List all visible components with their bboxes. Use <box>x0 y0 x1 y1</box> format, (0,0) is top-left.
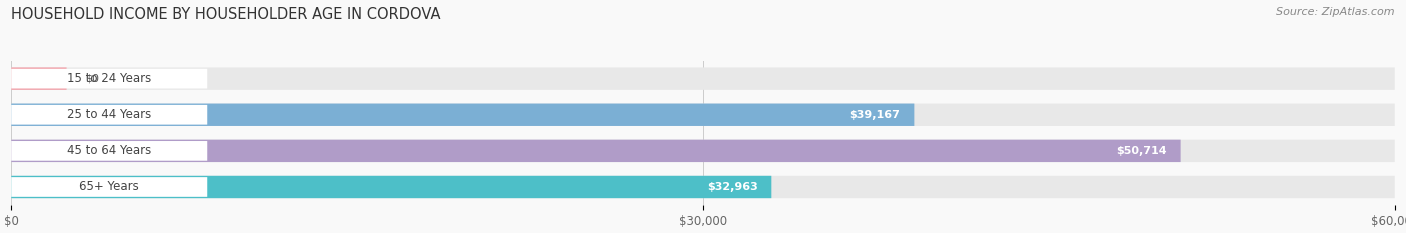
Text: 15 to 24 Years: 15 to 24 Years <box>67 72 152 85</box>
Text: $0: $0 <box>84 74 98 84</box>
FancyBboxPatch shape <box>11 140 1181 162</box>
FancyBboxPatch shape <box>11 103 1395 126</box>
FancyBboxPatch shape <box>11 69 207 89</box>
Text: 25 to 44 Years: 25 to 44 Years <box>67 108 152 121</box>
Text: $32,963: $32,963 <box>707 182 758 192</box>
Text: $39,167: $39,167 <box>849 110 900 120</box>
Text: Source: ZipAtlas.com: Source: ZipAtlas.com <box>1277 7 1395 17</box>
FancyBboxPatch shape <box>11 141 207 161</box>
FancyBboxPatch shape <box>11 140 1395 162</box>
FancyBboxPatch shape <box>11 176 1395 198</box>
FancyBboxPatch shape <box>11 67 66 90</box>
FancyBboxPatch shape <box>11 67 1395 90</box>
Text: 65+ Years: 65+ Years <box>79 181 139 193</box>
Text: HOUSEHOLD INCOME BY HOUSEHOLDER AGE IN CORDOVA: HOUSEHOLD INCOME BY HOUSEHOLDER AGE IN C… <box>11 7 440 22</box>
Text: $50,714: $50,714 <box>1116 146 1167 156</box>
Text: 45 to 64 Years: 45 to 64 Years <box>67 144 152 157</box>
FancyBboxPatch shape <box>11 176 772 198</box>
FancyBboxPatch shape <box>11 177 207 197</box>
FancyBboxPatch shape <box>11 105 207 125</box>
FancyBboxPatch shape <box>11 103 914 126</box>
